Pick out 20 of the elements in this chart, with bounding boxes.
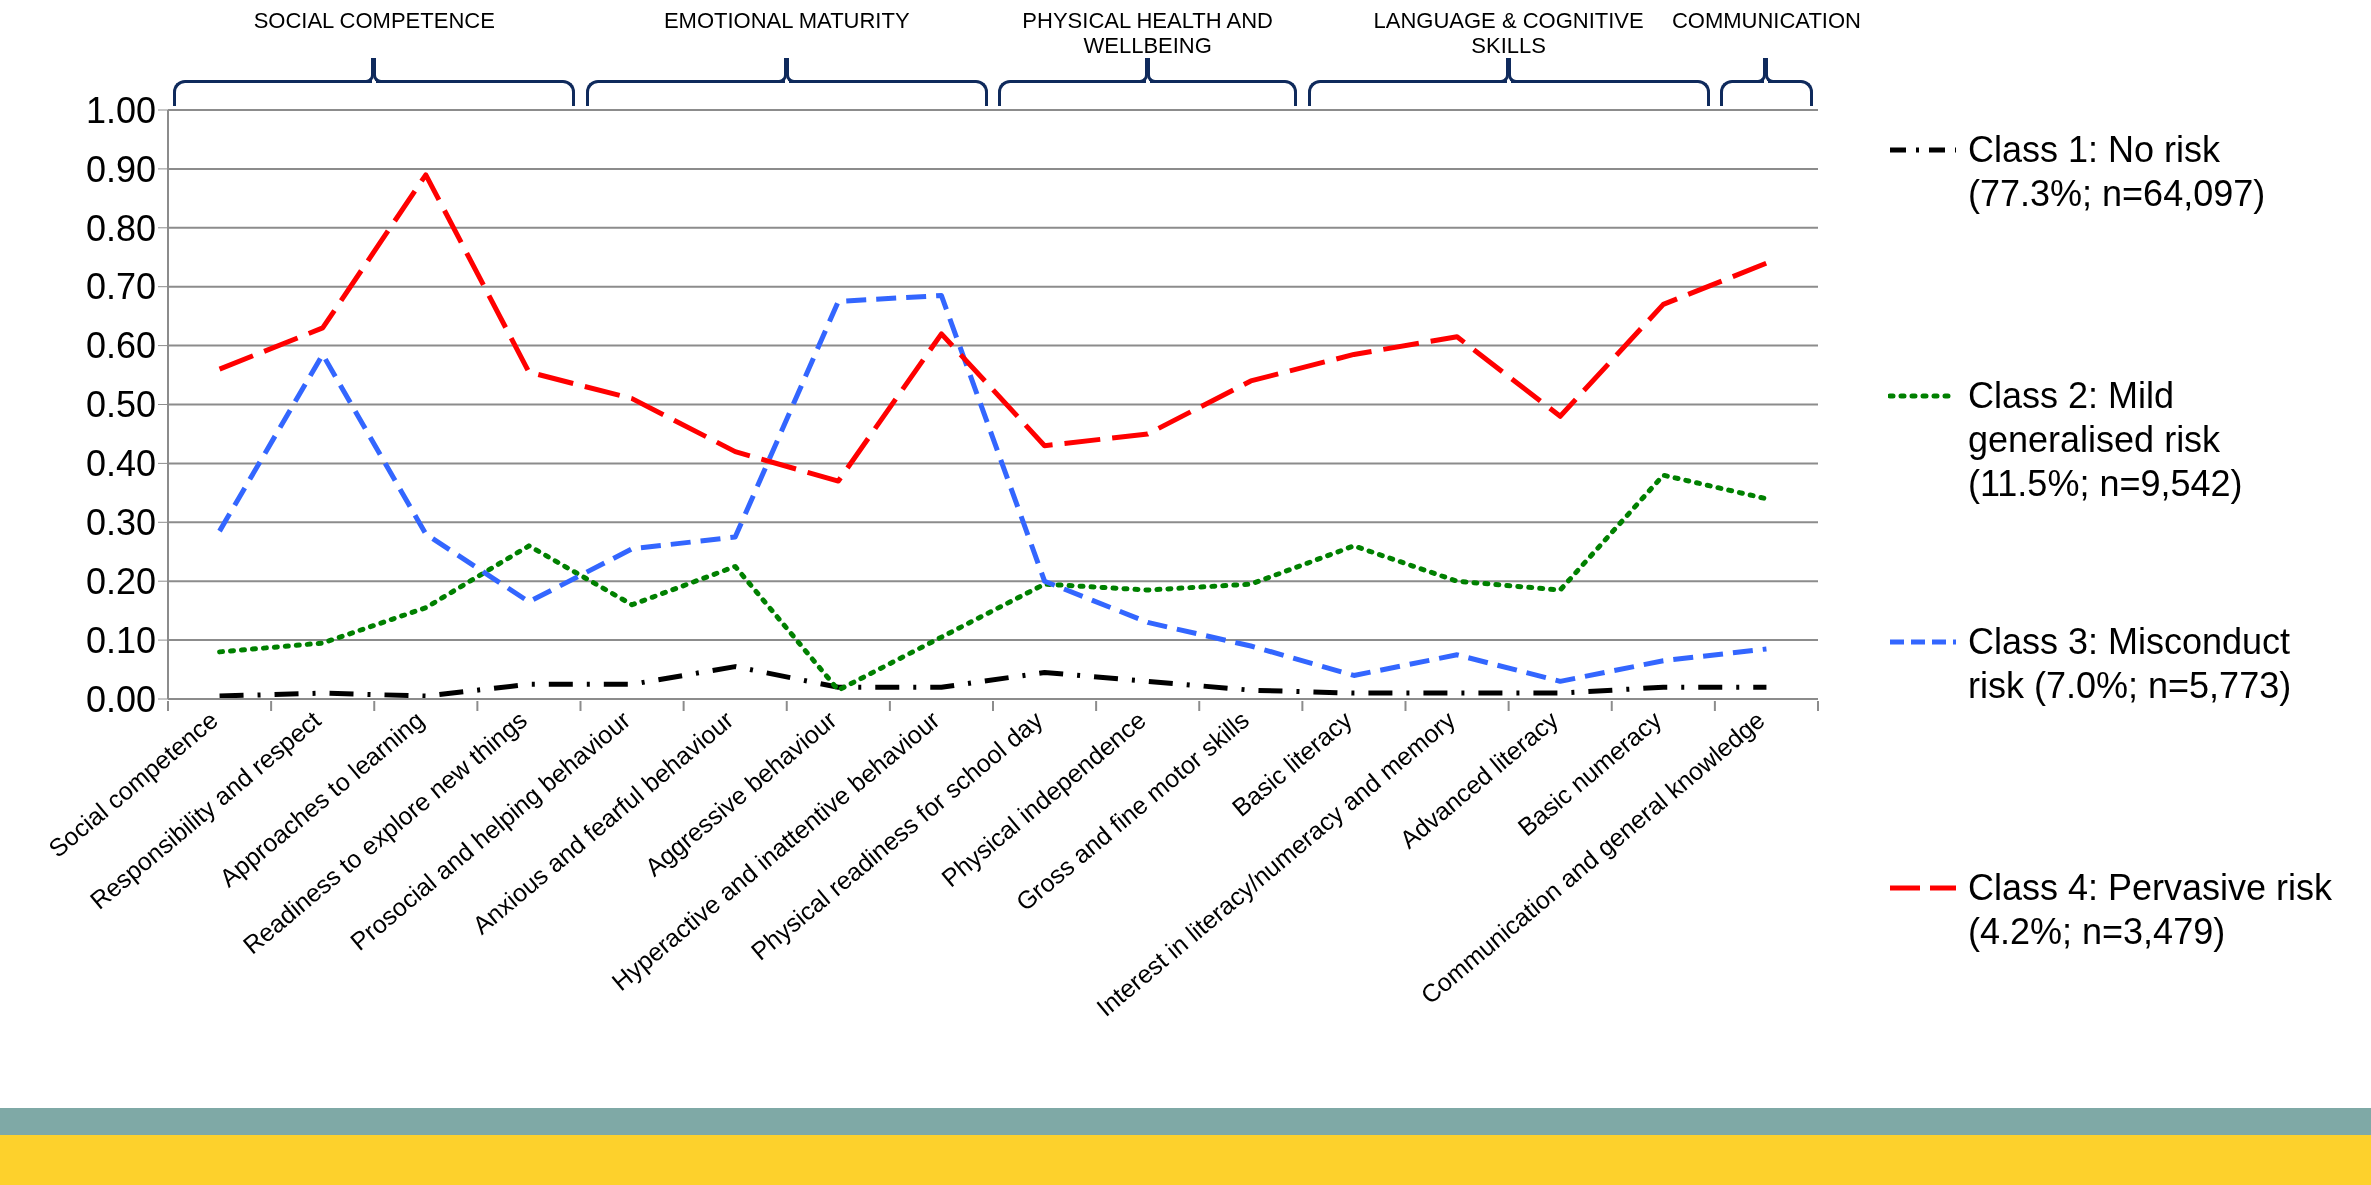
y-tick-label: 0.90	[85, 148, 156, 190]
legend-label: Class 4: Pervasive risk (4.2%; n=3,479)	[1968, 866, 2334, 954]
y-tick-label: 0.60	[85, 325, 156, 367]
text: COMMUNICATION	[1671, 8, 1861, 33]
y-tick-label: 0.50	[85, 384, 156, 426]
y-tick-label: 0.20	[85, 560, 156, 602]
text: LANGUAGE & COGNITIVE SKILLS	[1372, 8, 1645, 58]
legend-label: Class 3: Misconduct risk (7.0%; n=5,773)	[1968, 620, 2293, 708]
text: SOCIAL COMPETENCE	[252, 8, 496, 33]
y-tick-label: 1.00	[85, 89, 156, 131]
y-tick-label: 0.30	[85, 502, 156, 544]
y-tick-label: 0.40	[85, 443, 156, 485]
y-tick-label: 0.70	[85, 266, 156, 308]
text: PHYSICAL HEALTH AND WELLBEING	[1021, 8, 1274, 58]
legend-label: Class 1: No risk (77.3%; n=64,097)	[1968, 128, 2267, 216]
y-tick-label: 0.10	[85, 619, 156, 661]
legend-label: Class 2: Mild generalised risk (11.5%; n=9,542)	[1968, 374, 2244, 506]
y-tick-label: 0.00	[85, 678, 156, 720]
text: EMOTIONAL MATURITY	[662, 8, 911, 33]
y-tick-label: 0.80	[85, 207, 156, 249]
